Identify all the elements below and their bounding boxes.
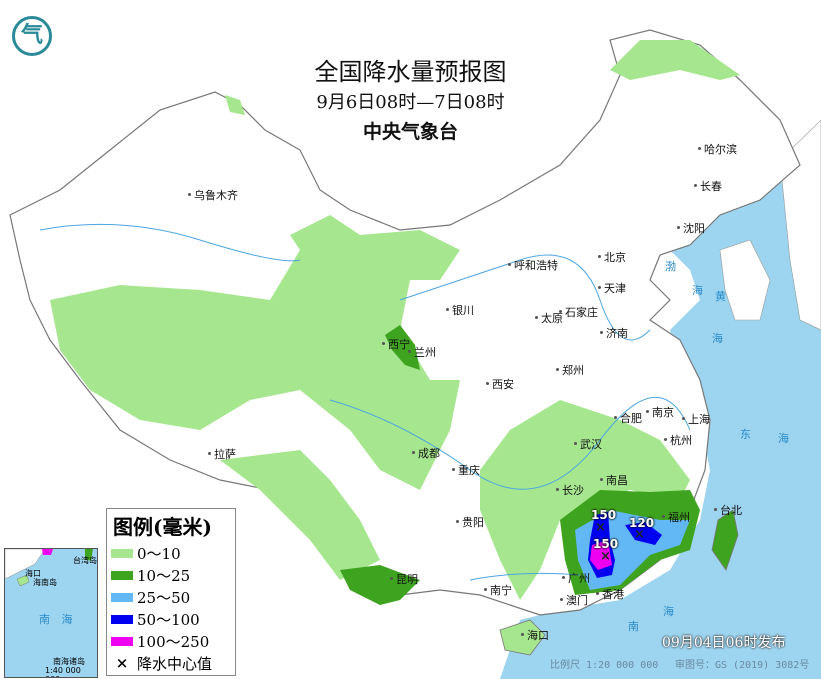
map-title: 全国降水量预报图 <box>314 58 507 86</box>
city-label: 长春 <box>694 180 722 193</box>
map-scale: 比例尺 1:20 000 000 <box>550 660 659 671</box>
inset-scale: 1:40 000 000 <box>45 666 81 677</box>
rivers <box>39 223 691 581</box>
city-label: 拉萨 <box>208 448 236 461</box>
city-label: 贵阳 <box>456 516 484 529</box>
city-label: 香港 <box>596 588 624 601</box>
south-china-sea-inset: 海口 海南岛 台湾岛 南 海 南海诸岛 1:40 000 000 <box>4 548 98 678</box>
legend-swatch <box>111 614 133 624</box>
city-label: 郑州 <box>556 364 584 377</box>
city-label: 昆明 <box>390 573 418 586</box>
legend: 图例(毫米) 0～10 10～25 25～50 50～100 100～250 × 降水中… <box>106 508 236 676</box>
legend-item: 100～250 <box>107 630 235 652</box>
legend-title: 图例(毫米) <box>113 515 212 539</box>
sea-label: 东 <box>740 428 751 441</box>
legend-label: 10～25 <box>137 566 191 585</box>
city-label: 广州 <box>562 572 590 585</box>
sea-label: 渤 <box>665 260 676 273</box>
sea-label: 海 <box>692 284 703 297</box>
inset-haikou: 海口 <box>25 569 41 578</box>
cross-icon: × <box>115 654 129 672</box>
forecast-period: 9月6日08时—7日08时 <box>316 92 505 113</box>
city-label: 哈尔滨 <box>698 143 737 156</box>
rain-0-10-areas <box>50 40 740 600</box>
inset-islands-label: 南海诸岛 <box>53 657 85 666</box>
inset-taiwan: 台湾岛 <box>73 556 97 565</box>
city-label: 南宁 <box>484 584 512 597</box>
city-label: 沈阳 <box>677 222 705 235</box>
legend-item: 10～25 <box>107 564 235 586</box>
city-label: 北京 <box>598 251 626 264</box>
city-label: 济南 <box>600 327 628 340</box>
inset-hainan: 海南岛 <box>33 578 57 587</box>
city-label: 成都 <box>412 447 440 460</box>
city-label: 上海 <box>682 413 710 426</box>
agency-name: 中央气象台 <box>362 121 458 143</box>
city-label: 合肥 <box>614 412 642 425</box>
sea-label: 海 <box>663 605 674 618</box>
legend-swatch <box>111 592 133 602</box>
sea-label: 南 <box>628 620 639 633</box>
city-label: 呼和浩特 <box>508 259 558 272</box>
rain-center-value: 120 <box>629 516 655 530</box>
city-label: 杭州 <box>664 434 692 447</box>
legend-swatch <box>111 548 133 558</box>
legend-label: 降水中心值 <box>137 654 213 673</box>
legend-label: 50～100 <box>137 610 200 629</box>
sea-label: 海 <box>712 332 723 345</box>
city-label: 天津 <box>598 282 626 295</box>
city-label: 银川 <box>446 304 474 317</box>
cma-logo: 气 <box>12 16 52 56</box>
city-label: 海口 <box>521 629 549 642</box>
rain-center-marker: × <box>595 520 606 535</box>
rain-center-marker: × <box>634 527 645 542</box>
city-label: 石家庄 <box>559 306 598 319</box>
rain-center-value: 150 <box>593 537 619 551</box>
city-label: 南京 <box>646 406 674 419</box>
city-label: 西宁 <box>382 338 410 351</box>
city-label: 长沙 <box>556 484 584 497</box>
inset-sea-label: 南 海 <box>39 613 77 626</box>
legend-item: 0～10 <box>107 542 235 564</box>
legend-label: 25～50 <box>137 588 191 607</box>
legend-item: 50～100 <box>107 608 235 630</box>
city-label: 福州 <box>662 511 690 524</box>
legend-item-center: × 降水中心值 <box>107 652 235 674</box>
legend-swatch <box>111 636 133 646</box>
city-label: 乌鲁木齐 <box>188 189 238 202</box>
rain-center-value: 150 <box>591 508 617 522</box>
city-label: 南昌 <box>600 474 628 487</box>
city-label: 澳门 <box>560 594 588 607</box>
legend-label: 100～250 <box>137 632 210 651</box>
city-label: 太原 <box>535 312 563 325</box>
legend-item: 25～50 <box>107 586 235 608</box>
rain-100-250-areas <box>590 540 612 570</box>
city-label: 西安 <box>486 378 514 391</box>
city-label: 兰州 <box>408 346 436 359</box>
sea-label: 海 <box>778 432 789 445</box>
legend-label: 0～10 <box>137 544 181 563</box>
publish-time: 09月04日06时发布 <box>662 635 786 651</box>
sea-label: 黄 <box>715 290 726 303</box>
city-label: 台北 <box>714 504 742 517</box>
legend-swatch <box>111 570 133 580</box>
rain-center-marker: × <box>600 549 611 564</box>
review-number: 审图号：GS (2019) 3082号 <box>675 660 810 671</box>
city-label: 重庆 <box>452 464 480 477</box>
city-label: 武汉 <box>574 438 602 451</box>
